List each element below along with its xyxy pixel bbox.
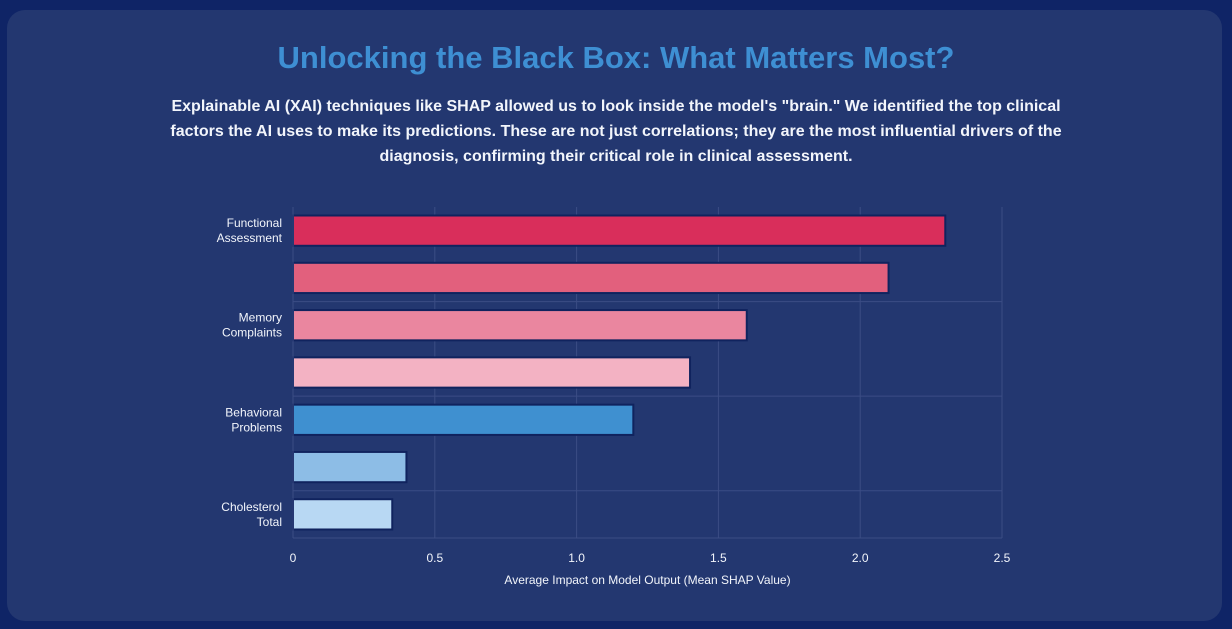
bar-3 (292, 309, 748, 342)
y-tick-label: Problems (231, 420, 282, 434)
y-tick-label: Total (257, 515, 282, 529)
x-tick-label: 0.5 (426, 551, 443, 565)
y-tick-label: Functional (227, 216, 282, 230)
bar-5 (292, 403, 635, 436)
bar-6 (292, 450, 408, 484)
bar-7 (292, 498, 394, 531)
x-tick-label: 2.5 (994, 551, 1011, 565)
x-tick-label: 1.0 (568, 551, 585, 565)
x-tick-label: 0 (290, 551, 297, 565)
y-tick-label: Cholesterol (221, 500, 282, 514)
y-tick-label: Behavioral (225, 405, 282, 419)
y-tick-label: Complaints (222, 326, 282, 340)
bar-4 (292, 356, 692, 389)
x-axis-label: Average Impact on Model Output (Mean SHA… (504, 573, 790, 587)
bar-1 (292, 214, 947, 247)
x-tick-label: 2.0 (852, 551, 869, 565)
y-tick-label: Memory (239, 311, 282, 325)
page-description: Explainable AI (XAI) techniques like SHA… (170, 98, 1062, 165)
bar-2 (292, 261, 890, 295)
y-tick-label: Assessment (217, 231, 283, 245)
x-tick-label: 1.5 (710, 551, 727, 565)
page-title: Unlocking the Black Box: What Matters Mo… (277, 40, 955, 75)
